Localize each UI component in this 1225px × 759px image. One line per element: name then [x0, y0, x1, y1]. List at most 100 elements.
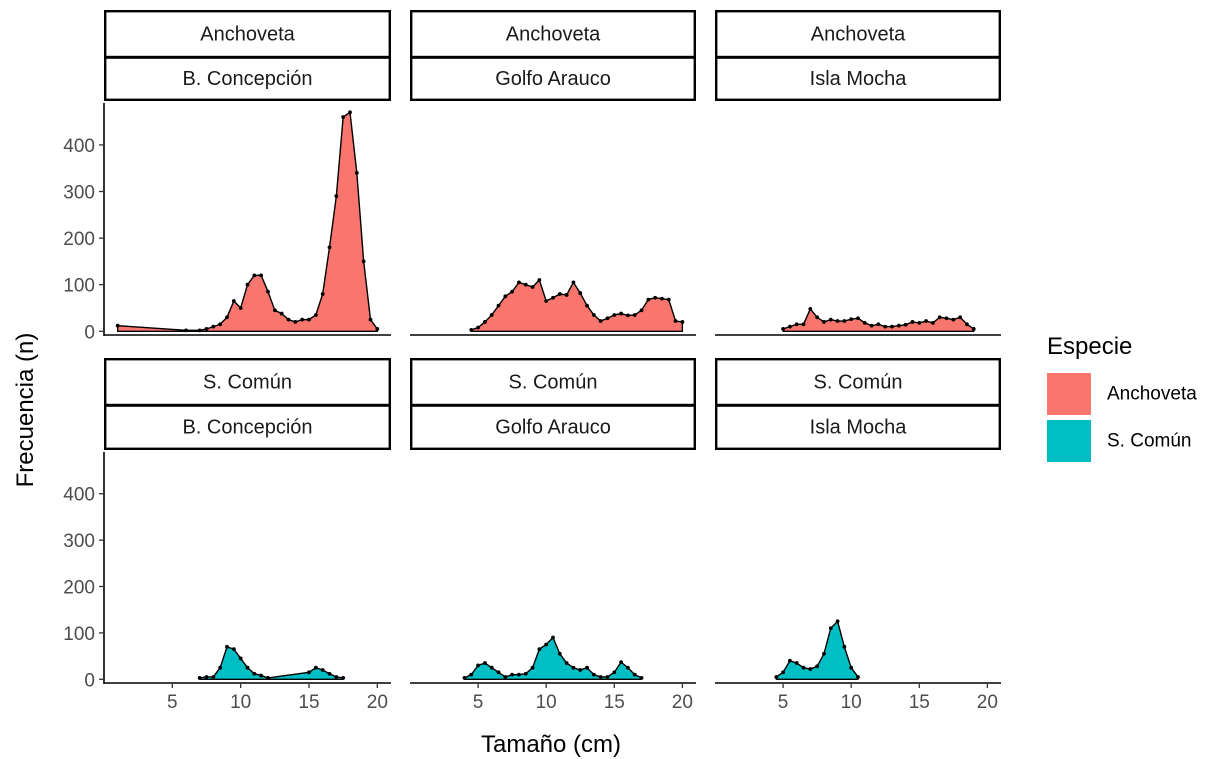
data-point	[626, 665, 630, 670]
strip-species-label: Anchoveta	[811, 24, 906, 46]
data-point	[673, 319, 678, 323]
data-point	[320, 668, 325, 672]
data-point	[115, 323, 120, 328]
strip-zone-box	[103, 56, 392, 101]
data-point	[571, 280, 576, 285]
strip-zone-label: Golfo Arauco	[495, 417, 611, 439]
strip-species-box	[410, 9, 697, 59]
x-tick-label: 15	[298, 692, 319, 713]
data-point	[238, 306, 243, 310]
data-point	[544, 299, 549, 303]
x-tick-label: 15	[604, 692, 625, 713]
data-point	[483, 320, 487, 324]
data-point	[564, 661, 569, 665]
data-point	[951, 317, 956, 322]
legend-swatch-anchoveta	[1047, 373, 1091, 415]
data-point	[252, 671, 257, 676]
data-point	[300, 317, 305, 322]
data-point	[903, 322, 908, 327]
data-point	[815, 315, 820, 320]
x-tick-label: 5	[473, 692, 484, 713]
data-point	[828, 626, 833, 631]
facet-strip-2-1: S. Común B. Concepción	[103, 358, 392, 451]
data-point	[313, 665, 318, 670]
data-point	[462, 676, 467, 680]
data-point	[801, 322, 806, 327]
data-point	[476, 325, 480, 330]
data-point	[890, 324, 894, 329]
x-tick-label: 20	[977, 692, 998, 713]
data-point	[578, 291, 583, 295]
data-point	[476, 663, 480, 668]
data-point	[876, 322, 881, 327]
data-point	[496, 670, 501, 675]
data-point	[883, 324, 888, 329]
y-tick-label: 0	[84, 322, 95, 343]
strip-zone-box	[103, 404, 392, 451]
y-tick-label: 300	[63, 183, 95, 204]
y-tick-label: 200	[63, 229, 95, 250]
area-series	[782, 308, 975, 332]
data-point	[334, 675, 339, 679]
data-point	[489, 665, 494, 670]
data-point	[632, 313, 637, 317]
data-point	[503, 675, 508, 679]
chart-axes: 0 100 200 300 400 0 100 200 300 400 5 10 15 20 5 10 15 20…	[63, 103, 1001, 713]
data-point	[496, 303, 501, 308]
data-point	[184, 328, 188, 333]
data-point	[822, 320, 826, 324]
y-tick-label: 200	[63, 578, 95, 599]
panel-s-comun-golfo-arauco	[462, 635, 644, 680]
data-point	[537, 647, 542, 652]
data-point	[639, 308, 644, 313]
data-point	[489, 313, 494, 317]
facet-strip-1-2: Anchoveta Golfo Arauco	[410, 9, 697, 101]
data-point	[313, 313, 318, 317]
data-point	[272, 308, 277, 313]
data-point	[842, 319, 847, 323]
strip-species-label: S. Común	[203, 372, 292, 394]
data-point	[341, 676, 346, 680]
data-point	[856, 316, 860, 321]
panel-s-comun-isla-mocha	[774, 619, 860, 680]
data-point	[320, 292, 325, 296]
strip-zone-label: Isla Mocha	[810, 417, 908, 439]
data-point	[334, 194, 339, 199]
data-point	[252, 273, 257, 278]
data-point	[591, 672, 596, 677]
data-point	[965, 322, 969, 327]
legend: Especie Anchoveta S. Común	[1047, 333, 1197, 462]
x-tick-label: 20	[367, 692, 388, 713]
data-point	[619, 311, 623, 316]
panel-anchoveta-golfo-arauco	[469, 278, 685, 332]
y-tick-label: 300	[63, 531, 95, 552]
data-point	[808, 667, 813, 671]
data-point	[794, 661, 799, 665]
data-point	[958, 315, 963, 320]
data-point	[238, 656, 243, 661]
data-point	[944, 316, 949, 321]
data-point	[828, 317, 833, 322]
data-point	[245, 282, 250, 287]
area-series	[470, 279, 684, 332]
data-point	[231, 299, 236, 303]
data-point	[225, 644, 229, 649]
data-point	[842, 644, 847, 649]
data-point	[469, 327, 474, 332]
data-point	[849, 317, 854, 322]
data-point	[503, 294, 508, 299]
data-point	[591, 313, 596, 317]
data-point	[578, 668, 583, 672]
area-series	[198, 646, 344, 680]
data-point	[197, 676, 202, 680]
data-point	[530, 285, 535, 289]
data-point	[971, 327, 976, 331]
strip-zone-box	[410, 404, 697, 451]
data-point	[259, 273, 264, 278]
data-point	[564, 293, 569, 297]
strip-species-label: S. Común	[509, 372, 598, 394]
data-point	[856, 675, 860, 679]
data-point	[781, 670, 785, 675]
data-point	[788, 324, 792, 329]
data-point	[680, 320, 685, 324]
